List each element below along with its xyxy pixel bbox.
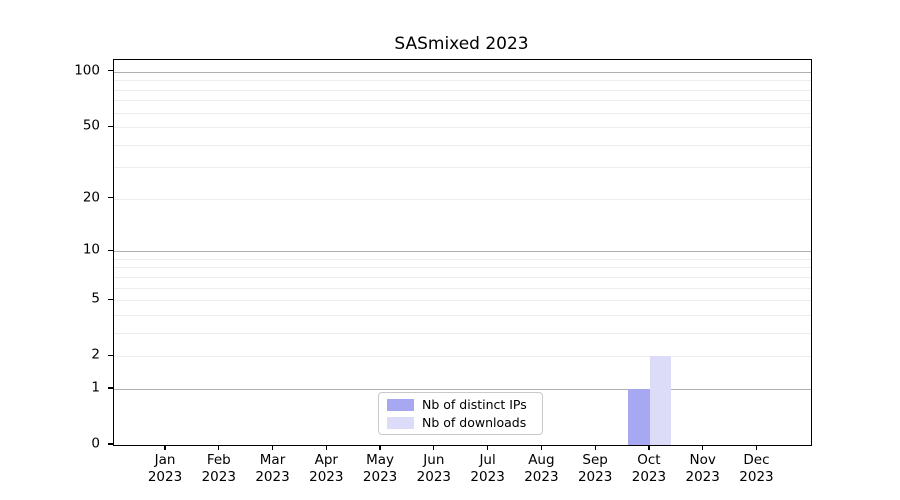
x-tick-label: Mar 2023 [243, 452, 303, 486]
x-tick-month: Dec [743, 452, 770, 468]
x-tick-year: 2023 [577, 469, 613, 485]
x-tick-mark [648, 445, 650, 450]
x-tick-year: 2023 [309, 469, 344, 485]
minor-gridline [114, 144, 811, 146]
x-tick-label: Dec 2023 [726, 452, 786, 486]
y-tick-mark [108, 70, 113, 72]
x-tick-year: 2023 [255, 469, 290, 485]
x-tick-month: Jul [479, 452, 496, 468]
x-tick-month: Mar [259, 452, 286, 468]
x-tick-year: 2023 [524, 469, 559, 485]
x-tick-label: Feb 2023 [189, 452, 249, 486]
legend-swatch-downloads [387, 416, 414, 429]
y-tick-label: 100 [74, 62, 100, 79]
x-tick-label: Nov 2023 [673, 452, 733, 486]
major-gridline [114, 71, 811, 73]
y-tick-label: 50 [82, 117, 100, 134]
minor-gridline [114, 112, 811, 114]
x-tick-mark [487, 445, 489, 450]
minor-gridline [114, 167, 811, 169]
legend-entry-distinct-ips: Nb of distinct IPs [379, 396, 542, 412]
y-tick-label: 5 [91, 290, 100, 307]
y-tick-mark [108, 354, 113, 356]
x-tick-mark [379, 445, 381, 450]
x-tick-month: May [366, 452, 395, 468]
x-tick-month: Jun [423, 452, 445, 468]
x-tick-month: Feb [206, 452, 231, 468]
x-tick-mark [271, 445, 274, 450]
y-tick-mark [108, 443, 113, 445]
x-tick-mark [164, 445, 166, 450]
x-tick-label: Aug 2023 [511, 452, 571, 486]
minor-gridline [114, 267, 811, 269]
y-tick-mark [108, 298, 113, 300]
x-tick-year: 2023 [470, 469, 505, 485]
minor-gridline [114, 314, 811, 316]
x-tick-month: Apr [314, 452, 338, 468]
x-tick-label: Apr 2023 [296, 452, 356, 486]
x-tick-year: 2023 [362, 469, 398, 485]
minor-gridline [114, 258, 811, 260]
minor-gridline [114, 80, 811, 82]
minor-gridline [114, 198, 811, 200]
minor-gridline [114, 287, 811, 289]
x-tick-mark [433, 445, 435, 450]
minor-gridline [114, 89, 811, 91]
x-tick-mark [702, 445, 704, 450]
major-gridline [114, 251, 811, 253]
x-tick-mark [325, 445, 327, 450]
y-tick-label: 10 [82, 241, 100, 258]
x-tick-month: Oct [637, 452, 661, 468]
x-tick-label: May 2023 [350, 452, 410, 486]
minor-gridline [114, 100, 811, 102]
legend-box: Nb of distinct IPs Nb of downloads [378, 392, 543, 435]
x-tick-year: 2023 [739, 469, 774, 485]
x-tick-label: Jan 2023 [135, 452, 195, 486]
legend-entry-downloads: Nb of downloads [379, 414, 542, 430]
legend-swatch-distinct-ips [387, 398, 414, 411]
y-tick-label: 0 [91, 435, 100, 452]
x-tick-mark [540, 445, 542, 450]
x-tick-year: 2023 [147, 469, 183, 485]
x-tick-month: Sep [582, 452, 608, 468]
x-tick-label: Oct 2023 [619, 452, 679, 486]
minor-gridline [114, 356, 811, 358]
x-tick-month: Jan [154, 452, 176, 468]
plot-area [113, 59, 812, 446]
legend-label-distinct-ips: Nb of distinct IPs [422, 396, 527, 412]
x-tick-mark [218, 445, 220, 450]
minor-gridline [114, 127, 811, 129]
y-tick-label: 20 [82, 189, 100, 206]
chart-title: SASmixed 2023 [394, 34, 529, 54]
minor-gridline [114, 332, 811, 334]
x-tick-month: Nov [689, 452, 716, 468]
legend-label-downloads: Nb of downloads [422, 414, 527, 430]
bar-nb-of-downloads [649, 356, 672, 445]
x-tick-label: Jul 2023 [458, 452, 518, 486]
x-tick-year: 2023 [201, 469, 236, 485]
x-tick-label: Jun 2023 [404, 452, 464, 486]
y-tick-mark [108, 125, 113, 127]
y-tick-label: 2 [91, 346, 100, 363]
bar-nb-of-distinct-ips [628, 388, 650, 445]
minor-gridline [114, 300, 811, 302]
y-tick-mark [108, 197, 113, 199]
y-tick-mark [108, 249, 113, 251]
minor-gridline [114, 276, 811, 278]
x-tick-mark [755, 445, 758, 450]
y-tick-label: 1 [91, 379, 100, 396]
x-tick-year: 2023 [631, 469, 667, 485]
y-tick-mark [108, 387, 113, 389]
x-tick-year: 2023 [416, 469, 452, 485]
x-tick-mark [594, 445, 596, 450]
x-tick-month: Aug [528, 452, 555, 468]
x-tick-year: 2023 [685, 469, 720, 485]
x-tick-label: Sep 2023 [565, 452, 625, 486]
major-gridline [114, 388, 811, 390]
